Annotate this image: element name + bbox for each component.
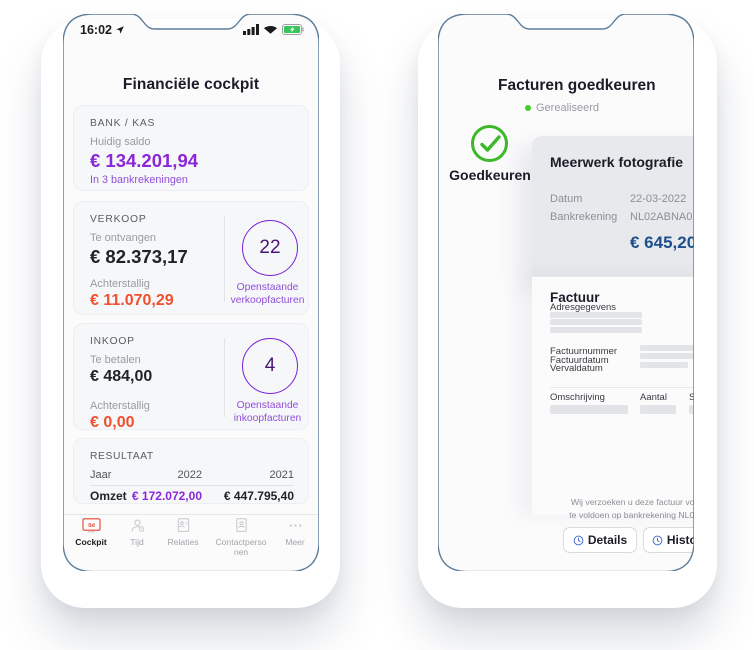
svg-text:0d: 0d	[88, 523, 95, 529]
